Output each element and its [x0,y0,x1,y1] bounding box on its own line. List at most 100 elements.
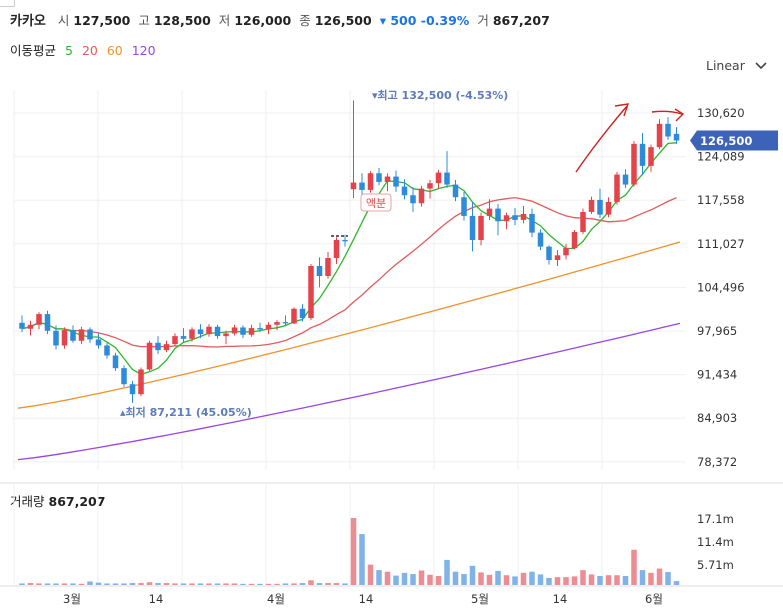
volume-bar [452,571,459,585]
candle-body [138,369,144,395]
volume-bar [44,583,51,585]
ma5-legend[interactable]: 5 [65,43,73,58]
candle-body [673,133,680,141]
volume-tick-label: 5.71m [697,558,734,572]
candle-body [342,239,348,242]
volume-bar [571,576,578,585]
volume-panel-title: 거래량 867,207 [10,491,105,510]
volume-bar [359,534,365,585]
candle-body [257,328,263,330]
volume-bar [27,583,34,585]
close-value: 126,500 [314,13,372,28]
candle-body [316,266,323,277]
candle-body [512,215,518,220]
volume-bar [631,549,637,585]
ma20-legend[interactable]: 20 [81,43,98,58]
volume-bar [112,583,119,585]
volume-bar [410,574,416,585]
close-label: 종 [299,13,311,28]
volume-bar [78,583,85,585]
open-label: 시 [57,13,70,28]
volume-bar [478,572,484,585]
volume-label: 거 [477,13,489,28]
volume-bar [648,572,654,585]
volume-bar [265,583,272,585]
candle-body [367,173,374,190]
candle-body [214,326,221,337]
volume-bar [554,577,561,585]
low-value: 126,000 [234,13,292,28]
ma20-line [21,196,677,348]
event-marker-label: 액분 [366,197,386,210]
scale-selector[interactable]: Linear [706,58,767,73]
candle-body [537,232,544,247]
ma120-legend[interactable]: 120 [131,43,156,58]
volume-bar [291,583,297,585]
candle-body [180,336,187,339]
volume-bar [580,570,586,585]
x-tick-label: 3월 [63,592,81,606]
candle-body [520,213,527,220]
y-tick-label: 111,027 [697,237,745,251]
candle-body [350,182,357,190]
volume-bar [614,575,620,585]
volume-bar [146,582,153,585]
volume-bar [486,574,493,585]
candle-body [495,208,501,222]
volume-bar [605,575,612,585]
candle-body [27,324,34,329]
annotations: 126,500 ▾최고 132,500 (-4.53%) ▴최저 87,211 (4… [120,88,778,419]
candle-body [112,355,119,369]
volume-bar [435,575,442,585]
volume-bar [248,583,255,585]
volume-bar [656,568,663,585]
candle-body [146,342,153,370]
candle-body [78,329,85,341]
volume-bar [214,583,221,585]
volume-bar [138,583,144,585]
candle-body [376,173,382,182]
volume-bar [53,583,59,585]
volume-bar [104,583,110,585]
y-tick-label: 117,558 [697,193,745,207]
volume-bar [418,570,425,585]
candle-body [461,197,467,216]
candle-body [197,329,204,335]
volume-title-value: 867,207 [48,494,106,509]
volume-bar [325,583,331,585]
x-tick-label: 14 [553,592,568,606]
volume-bar [622,575,629,585]
x-tick-label: 14 [359,592,374,606]
volume-bar [231,583,238,585]
volume-value: 867,207 [492,13,550,28]
candle-body [444,172,450,185]
moving-averages [17,142,681,461]
volume-bar [673,581,680,585]
candle-body [410,195,416,204]
hand-drawn-arrow-head [674,108,685,122]
volume-bar [342,583,348,585]
volume-bar [444,559,450,585]
candle-body [571,231,578,248]
candle-body [665,123,671,137]
candle-body [622,174,629,185]
candle-body [265,324,272,330]
last-price-tag [690,130,778,151]
volume-bar [333,583,340,585]
candle-body [359,182,365,190]
volume-bar [546,577,552,585]
y-tick-label: 78,372 [697,455,737,469]
candle-body [172,336,178,345]
high-annotation: ▾최고 132,500 (-4.53%) [372,88,508,102]
volume-bar [529,571,535,585]
volume-bar [520,572,527,585]
change-value: ▾ 500 -0.39% [379,13,470,28]
ma60-legend[interactable]: 60 [106,43,123,58]
volume-bar [19,583,25,585]
volume-bar [129,583,136,585]
candle-body [274,322,280,325]
hand-drawn-arrow [651,110,683,115]
candle-body [308,266,314,319]
candle-body [104,345,110,356]
